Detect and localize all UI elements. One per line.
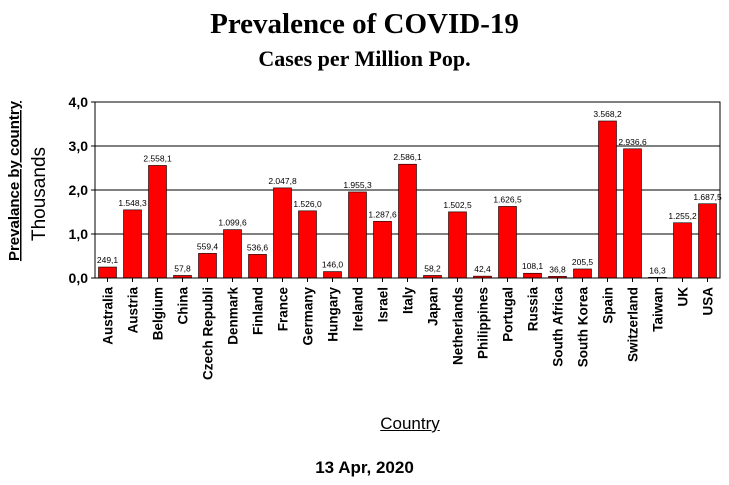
data-label: 1.626,5 [493, 194, 522, 204]
bar [598, 120, 617, 279]
data-label: 1.255,2 [668, 211, 697, 221]
data-label: 58,2 [424, 263, 441, 273]
chart-subtitle: Cases per Million Pop. [258, 46, 471, 71]
bar [223, 229, 242, 279]
y-tick-labels: 0,0 1,0 2,0 3,0 4,0 [69, 94, 95, 286]
x-tick-label: Denmark [226, 287, 241, 345]
bar [323, 271, 342, 279]
x-tick-label: Finland [251, 287, 266, 335]
plot-frame [94, 101, 721, 279]
data-label: 2.047,8 [268, 176, 297, 186]
x-tick-label: South Africa [551, 287, 566, 367]
data-label: 1.502,5 [443, 200, 472, 210]
data-label: 1.548,3 [118, 198, 147, 208]
data-labels: 249,1 1.548,3 2.558,1 57,8 559,4 1.099,6 536,6… [97, 109, 722, 275]
y-tick-label: 3,0 [69, 138, 89, 154]
data-label: 1.687,5 [693, 192, 722, 202]
data-label: 1.287,6 [368, 209, 397, 219]
x-tick-label: Australia [101, 287, 116, 345]
x-axis-title: Country [380, 414, 440, 433]
x-tick-label: Japan [426, 287, 441, 326]
bar [348, 191, 367, 279]
data-label: 249,1 [97, 255, 119, 265]
bar [523, 272, 542, 279]
bar [123, 209, 142, 279]
x-tick-label: China [176, 287, 191, 325]
data-label: 559,4 [197, 241, 219, 251]
x-tick-label: Taiwan [651, 287, 666, 332]
x-tick-label: Spain [601, 287, 616, 324]
data-label: 42,4 [474, 264, 491, 274]
data-label: 536,6 [247, 242, 269, 252]
bar [698, 203, 717, 279]
y-tick-label: 1,0 [69, 226, 89, 242]
data-label: 146,0 [322, 260, 344, 270]
bar [98, 266, 117, 279]
bar [673, 222, 692, 279]
data-label: 57,8 [174, 263, 191, 273]
y-tick-label: 4,0 [69, 94, 89, 110]
bar [148, 165, 167, 279]
bar [448, 211, 467, 279]
data-label: 16,3 [649, 265, 666, 275]
x-tick-label: Netherlands [451, 287, 466, 365]
data-label: 1.099,6 [218, 218, 247, 228]
chart-date-footnote: 13 Apr, 2020 [315, 458, 414, 477]
y-tick-label: 0,0 [69, 270, 89, 286]
x-tick-label: Hungary [326, 287, 341, 342]
data-label: 2.558,1 [143, 153, 172, 163]
x-tick-label: Russia [526, 287, 541, 332]
y-axis-title: Prevalance by country [6, 100, 23, 261]
bar [273, 187, 292, 279]
y-tick-label: 2,0 [69, 182, 89, 198]
bar [623, 148, 642, 279]
x-tick-label: Philippines [476, 287, 491, 359]
bar [248, 254, 267, 279]
x-tick-label: Austria [126, 287, 141, 334]
data-label: 3.568,2 [593, 109, 622, 119]
data-label: 2.936,6 [618, 137, 647, 147]
data-label: 36,8 [549, 264, 566, 274]
data-label: 108,1 [522, 261, 544, 271]
bar [498, 206, 517, 279]
x-tick-label: Italy [401, 287, 416, 315]
bar [398, 163, 417, 279]
x-tick-label: UK [676, 287, 691, 307]
data-label: 1.955,3 [343, 180, 372, 190]
data-label: 1.526,0 [293, 199, 322, 209]
bar [573, 268, 592, 279]
x-tick-label: Switzerland [626, 287, 641, 362]
x-tick-label: France [276, 287, 291, 332]
x-tick-label: Belgium [151, 287, 166, 340]
data-label: 205,5 [572, 257, 594, 267]
bar [198, 253, 217, 279]
x-tick-label: South Korea [576, 287, 591, 368]
bar [373, 221, 392, 279]
x-tick-label: USA [701, 287, 716, 316]
x-tick-label: Germany [301, 287, 316, 346]
x-tick-label: Ireland [351, 287, 366, 331]
x-tick-label: Israel [376, 287, 391, 322]
x-tick-label: Portugal [501, 287, 516, 342]
x-tick-labels: Australia Austria Belgium China Czech Republ… [101, 278, 716, 380]
y-axis-units: Thousands [29, 147, 50, 241]
bars [98, 120, 717, 279]
bar [298, 210, 317, 279]
data-label: 2.586,1 [393, 152, 422, 162]
x-tick-label: Czech Republi [201, 287, 216, 380]
chart-title: Prevalence of COVID-19 [210, 8, 519, 40]
